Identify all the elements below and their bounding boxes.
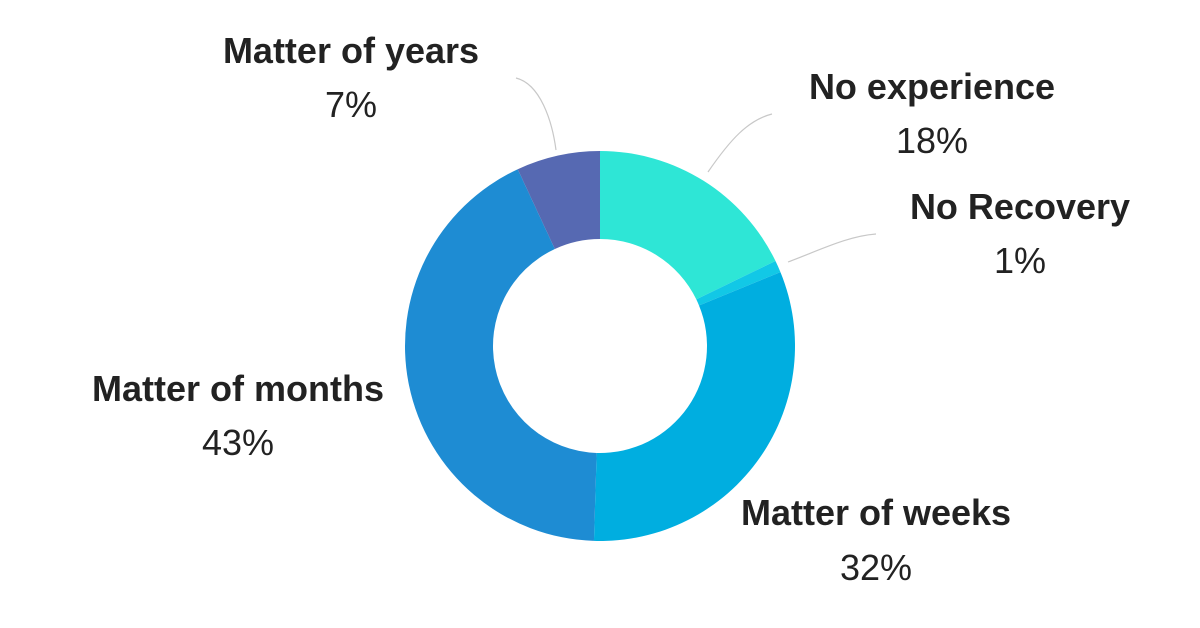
label-value-no-recovery: 1% [994,240,1046,281]
leader-line-no-experience [707,113,773,173]
label-value-no-experience: 18% [896,120,968,161]
slice-matter-of-months [404,169,597,541]
label-value-matter-of-years: 7% [325,84,377,125]
label-name-no-experience: No experience [809,66,1055,107]
label-name-no-recovery: No Recovery [910,186,1130,227]
slice-no-recovery [696,261,781,306]
slice-labels: No experience 18% No Recovery 1% Matter of w… [92,30,1130,588]
label-value-matter-of-months: 43% [202,422,274,463]
slice-no-experience [600,151,776,300]
donut-slices [404,151,796,542]
leader-lines [515,77,877,263]
label-name-matter-of-weeks: Matter of weeks [741,492,1011,533]
leader-line-no-recovery [787,233,877,263]
leader-line-matter-of-years [515,77,557,151]
slice-matter-of-years [517,151,600,249]
label-name-matter-of-years: Matter of years [223,30,479,71]
label-value-matter-of-weeks: 32% [840,547,912,588]
label-name-matter-of-months: Matter of months [92,368,384,409]
slice-matter-of-weeks [593,272,796,542]
